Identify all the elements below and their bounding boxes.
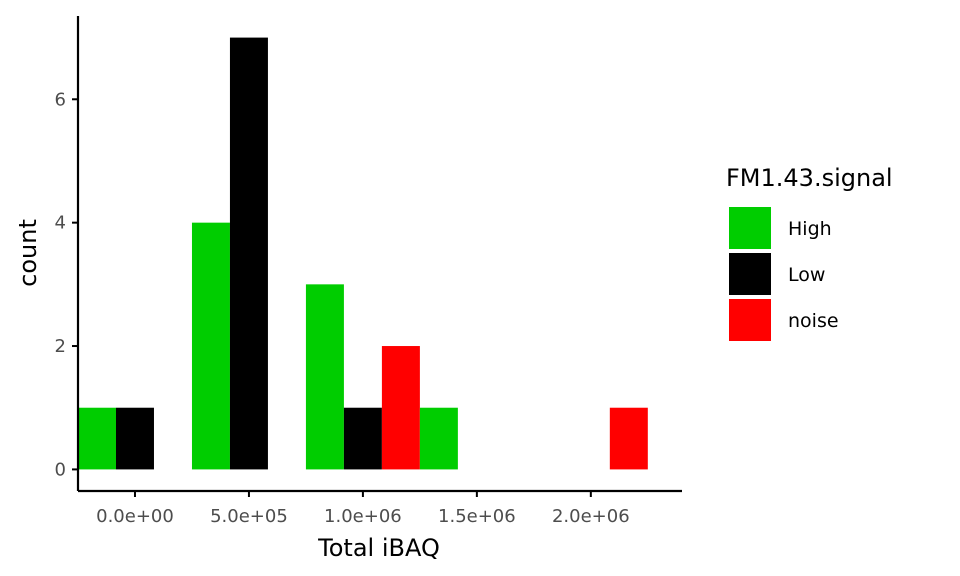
bar-high-7 xyxy=(419,407,458,470)
legend-label-noise: noise xyxy=(788,310,839,332)
bar-high-2 xyxy=(191,222,230,470)
y-tick-label: 4 xyxy=(55,213,66,234)
x-axis-ticks: 0.0e+00 5.0e+05 1.0e+06 1.5e+06 2.0e+06 xyxy=(96,491,630,527)
x-tick-label: 1.0e+06 xyxy=(324,506,402,527)
y-axis-ticks: 0 2 4 6 xyxy=(55,89,78,480)
legend-label-low: Low xyxy=(788,264,825,286)
y-axis-title: count xyxy=(14,219,42,287)
bar-low-5 xyxy=(343,407,382,470)
legend-key-high xyxy=(729,207,771,249)
legend-title: FM1.43.signal xyxy=(726,164,893,192)
x-axis-title: Total iBAQ xyxy=(317,534,440,562)
legend-key-low xyxy=(729,253,771,295)
legend: FM1.43.signal High Low noise xyxy=(726,164,893,341)
x-tick-label: 1.5e+06 xyxy=(438,506,516,527)
bar-noise-8 xyxy=(609,407,648,470)
bar-high-0 xyxy=(78,407,116,470)
bar-low-1 xyxy=(115,407,154,470)
bar-low-3 xyxy=(229,37,268,470)
bars-layer xyxy=(78,37,648,470)
x-tick-label: 5.0e+05 xyxy=(210,506,288,527)
y-tick-label: 2 xyxy=(55,336,66,357)
legend-label-high: High xyxy=(788,218,832,240)
bar-noise-6 xyxy=(381,346,420,470)
legend-entries: High Low noise xyxy=(729,207,839,341)
legend-key-noise xyxy=(729,299,771,341)
y-tick-label: 6 xyxy=(55,89,66,110)
axes-layer xyxy=(76,16,682,493)
x-tick-label: 2.0e+06 xyxy=(552,506,630,527)
y-tick-label: 0 xyxy=(55,459,66,480)
x-tick-label: 0.0e+00 xyxy=(96,506,174,527)
bar-high-4 xyxy=(305,284,344,470)
